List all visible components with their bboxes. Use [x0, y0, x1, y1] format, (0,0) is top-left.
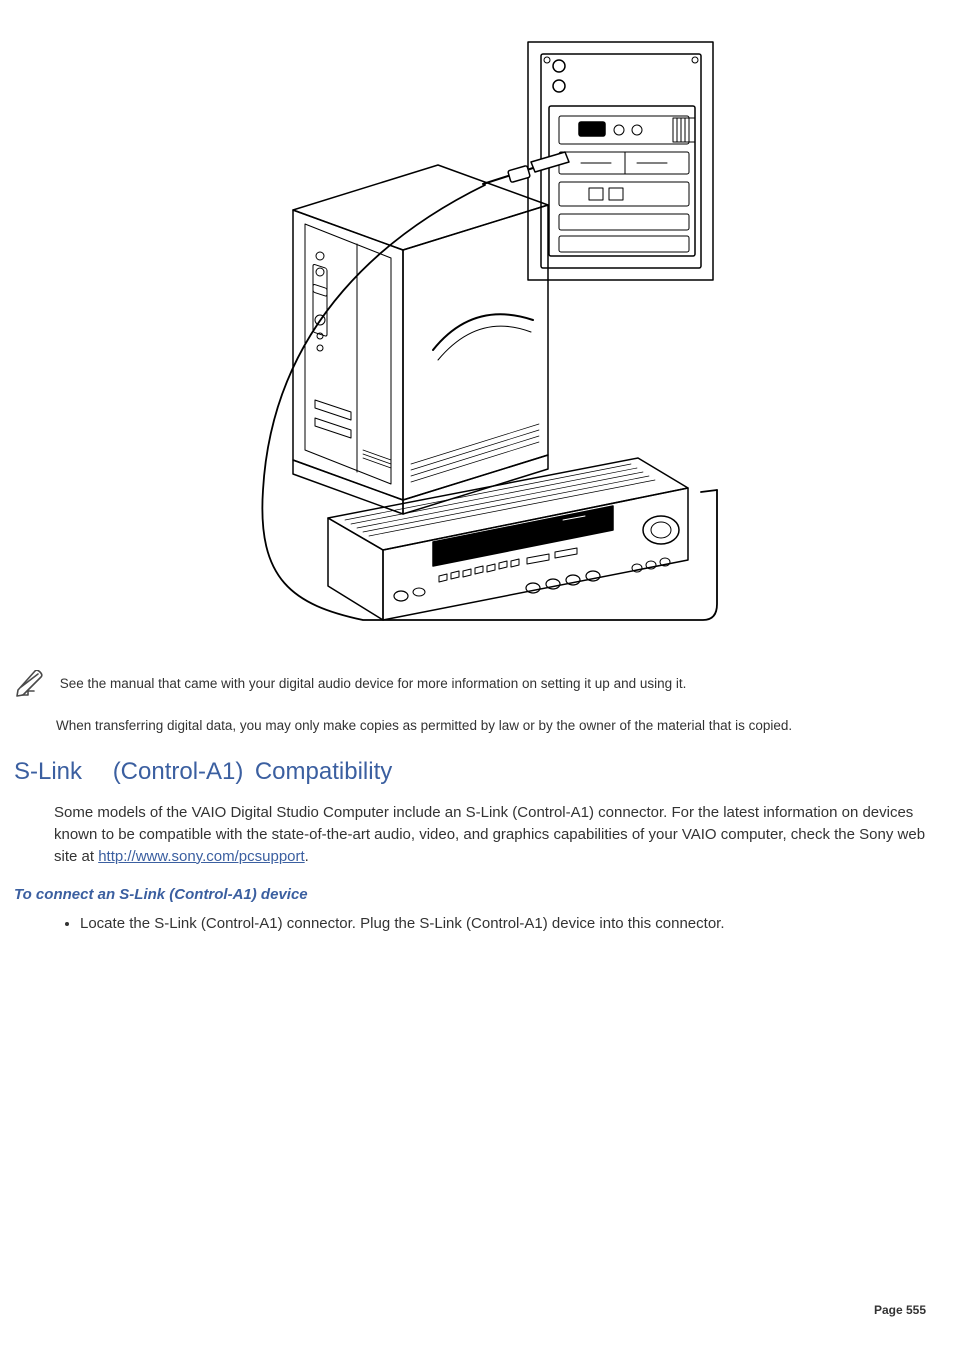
- footer-label: Page: [874, 1303, 903, 1317]
- note-text-2: When transferring digital data, you may …: [56, 718, 792, 733]
- section-heading: S-Link (Control-A1) Compatibility: [14, 758, 940, 786]
- section-paragraph: Some models of the VAIO Digital Studio C…: [54, 802, 940, 867]
- note-paragraph-1: See the manual that came with your digit…: [14, 670, 940, 698]
- connection-diagram: [233, 20, 721, 640]
- heading-part1: S-Link: [14, 758, 82, 785]
- page-footer: Page 555: [874, 1303, 926, 1317]
- footer-page-number: 555: [906, 1303, 926, 1317]
- pencil-note-icon: [14, 670, 50, 698]
- para-tail: .: [305, 848, 309, 865]
- procedure-subheading: To connect an S-Link (Control-A1) device: [14, 886, 940, 903]
- note-text-1: See the manual that came with your digit…: [60, 676, 687, 691]
- heading-part2: (Control-A1) Compatibility: [113, 758, 393, 785]
- note-paragraph-2: When transferring digital data, you may …: [14, 716, 940, 736]
- list-item: Locate the S-Link (Control-A1) connector…: [80, 913, 940, 935]
- procedure-list: Locate the S-Link (Control-A1) connector…: [58, 913, 940, 935]
- support-link[interactable]: http://www.sony.com/pcsupport: [98, 848, 304, 865]
